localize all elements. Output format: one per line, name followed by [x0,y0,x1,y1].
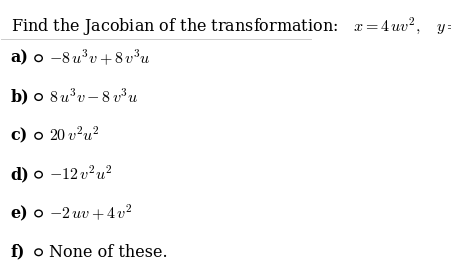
Text: b): b) [11,88,29,106]
Text: $20\,v^2u^2$: $20\,v^2u^2$ [50,127,100,145]
Text: d): d) [11,166,29,183]
Text: $-12\,v^2u^2$: $-12\,v^2u^2$ [50,165,113,184]
Text: e): e) [11,205,28,222]
Text: $-8\,u^3v + 8\,v^3u$: $-8\,u^3v + 8\,v^3u$ [50,48,151,68]
Text: f): f) [11,244,25,261]
Text: Find the Jacobian of the transformation:   $x = 4\,uv^2, \quad y = u^2v$: Find the Jacobian of the transformation:… [11,15,451,38]
Text: $8\,u^3v - 8\,v^3u$: $8\,u^3v - 8\,v^3u$ [50,88,139,106]
Text: None of these.: None of these. [50,244,168,261]
Text: a): a) [11,50,28,67]
Text: c): c) [11,127,28,144]
Text: $-2\,uv + 4\,v^2$: $-2\,uv + 4\,v^2$ [50,204,133,223]
